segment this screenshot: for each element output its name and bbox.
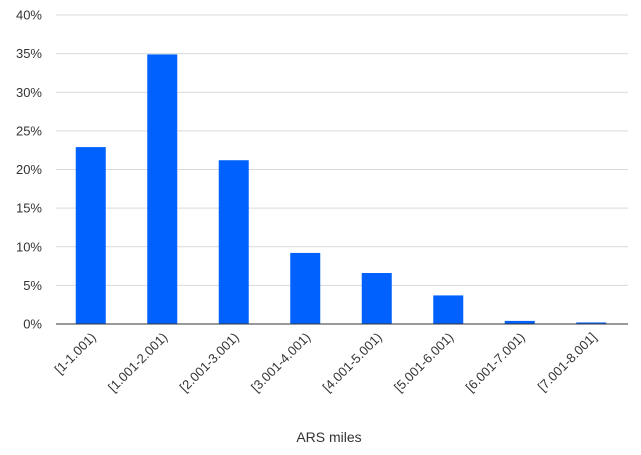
bar (361, 273, 392, 324)
gridlines (56, 14, 628, 286)
y-tick-label: 10% (16, 239, 42, 254)
y-tick-label: 35% (16, 46, 42, 61)
x-tick-label: [3.001-4.001) (248, 330, 313, 395)
bar (290, 252, 321, 324)
bar (576, 322, 607, 324)
bar (433, 295, 464, 324)
bars (75, 54, 607, 325)
y-tick-label: 20% (16, 162, 42, 177)
x-tick-label: [7.001-8.001] (535, 330, 600, 395)
bar (75, 147, 106, 324)
y-tick-label: 15% (16, 201, 42, 216)
x-tick-label: [1-1.001) (51, 330, 98, 377)
y-tick-label: 0% (23, 317, 42, 332)
x-axis-title: ARS miles (296, 429, 361, 445)
x-tick-label: [6.001-7.001) (463, 330, 528, 395)
bar (218, 160, 249, 324)
x-tick-label: [4.001-5.001) (320, 330, 385, 395)
x-tick-label: [1.001-2.001) (105, 330, 170, 395)
bar (147, 54, 178, 325)
y-tick-label: 40% (16, 8, 42, 23)
y-axis-ticks: 0% 5% 10% 15% 20% 25% 30% 35% 40% (16, 8, 42, 332)
y-tick-label: 25% (16, 123, 42, 138)
x-tick-label: [5.001-6.001) (391, 330, 456, 395)
y-tick-label: 30% (16, 85, 42, 100)
bar (504, 320, 535, 324)
x-axis-ticks: [1-1.001) [1.001-2.001) [2.001-3.001) [3.00… (51, 330, 599, 395)
y-tick-label: 5% (23, 278, 42, 293)
x-tick-label: [2.001-3.001) (177, 330, 242, 395)
